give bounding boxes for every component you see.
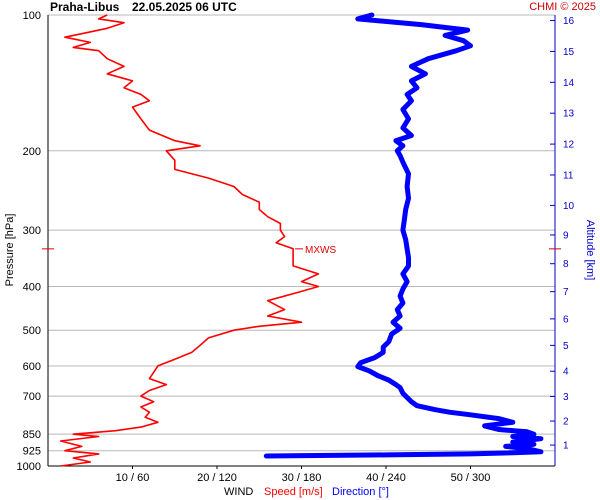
direction-legend-label: Direction [°] — [332, 486, 389, 498]
x-tick-labels: 10 / 60 20 / 120 30 / 180 40 / 240 50 / 300 — [116, 466, 491, 484]
altitude-tick-label: 4 — [563, 367, 569, 378]
station-name: Praha-Libus — [50, 0, 120, 14]
wind-series — [59, 12, 544, 467]
altitude-tick-label: 6 — [563, 314, 569, 325]
altitude-tick-label: 12 — [563, 140, 575, 151]
pressure-gridlines — [48, 14, 555, 452]
altitude-tick-label: 9 — [563, 230, 569, 241]
pressure-tick-label: 600 — [23, 361, 41, 373]
chart-axes — [47, 15, 556, 467]
altitude-tick-label: 10 — [563, 201, 575, 212]
pressure-tick-label: 100 — [23, 10, 41, 22]
sounding-datetime: 22.05.2025 06 UTC — [132, 0, 237, 14]
pressure-tick-label: 400 — [23, 282, 41, 294]
speed-series-line — [59, 14, 320, 467]
altitude-tick-label: 11 — [563, 170, 574, 181]
pressure-tick-label: 500 — [23, 325, 41, 337]
x-tick-label: 20 / 120 — [197, 472, 237, 484]
altitude-tick-label: 3 — [563, 392, 569, 403]
pressure-tick-label: 200 — [23, 146, 41, 158]
altitude-tick-label: 1 — [563, 441, 569, 452]
x-tick-label: 40 / 240 — [366, 472, 406, 484]
pressure-tick-label: 925 — [23, 446, 41, 458]
pressure-tick-label: 1000 — [17, 461, 41, 473]
speed-legend-label: Speed [m/s] — [264, 486, 323, 498]
x-tick-label: 10 / 60 — [116, 472, 150, 484]
altitude-tick-label: 14 — [563, 78, 575, 89]
max-wind-marker: MXWS — [42, 245, 561, 256]
altitude-tick-label: 7 — [563, 287, 569, 298]
altitude-tick-label: 5 — [563, 341, 569, 352]
pressure-tick-label: 300 — [23, 225, 41, 237]
x-tick-label: 50 / 300 — [451, 472, 491, 484]
altitude-tick-label: 15 — [563, 47, 575, 58]
pressure-tick-label: 850 — [23, 429, 41, 441]
copyright-label: CHMI © 2025 — [529, 1, 596, 13]
altitude-tick-label: 2 — [563, 417, 569, 428]
wind-legend-label: WIND — [224, 486, 253, 498]
altitude-tick-label: 13 — [563, 109, 575, 120]
direction-series-line — [263, 12, 544, 459]
altitude-tick-label: 16 — [563, 16, 575, 27]
pressure-tick-labels: 100 200 300 400 500 600 700 850 925 1000 — [17, 10, 41, 473]
x-tick-label: 30 / 180 — [282, 472, 322, 484]
pressure-axis-title: Pressure [hPa] — [4, 214, 16, 287]
pressure-tick-label: 700 — [23, 391, 41, 403]
altitude-axis-title: Altitude [km] — [584, 220, 596, 281]
altitude-tick-label: 8 — [563, 259, 569, 270]
mxws-label: MXWS — [305, 245, 336, 256]
